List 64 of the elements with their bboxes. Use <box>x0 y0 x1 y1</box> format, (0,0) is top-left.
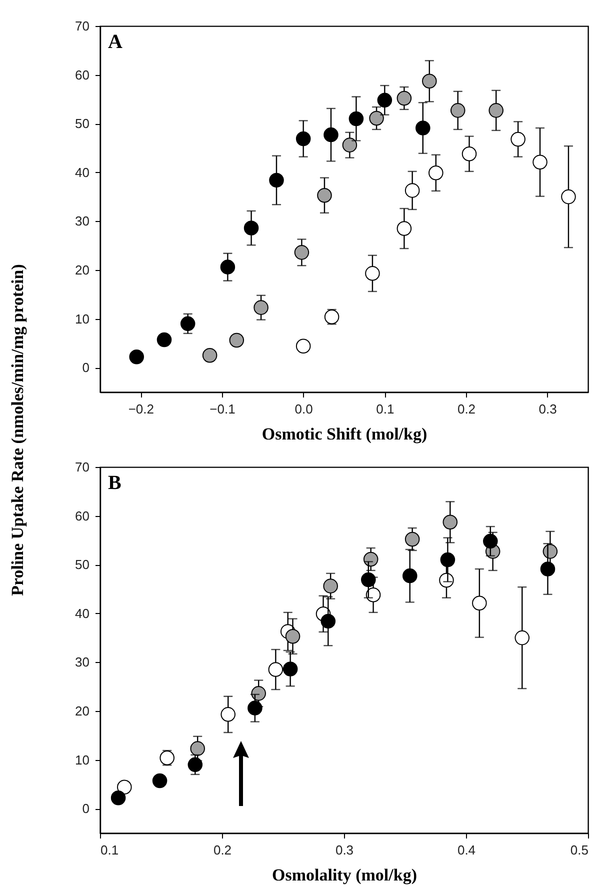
point <box>254 300 268 315</box>
y-tick-label: 20 <box>75 262 90 278</box>
point <box>369 110 384 126</box>
point <box>532 154 548 170</box>
x-tick-label: 0.2 <box>213 842 232 858</box>
y-tick-label: 40 <box>75 606 90 621</box>
point <box>220 260 236 274</box>
x-axis-title: Osmolality (mol/kg) <box>272 866 417 884</box>
y-tick-label: 40 <box>75 164 90 180</box>
point <box>348 111 364 126</box>
y-tick-label: 10 <box>75 752 90 768</box>
point <box>324 127 338 142</box>
point <box>561 189 576 204</box>
y-tick-label: 50 <box>75 557 90 572</box>
point <box>396 90 412 106</box>
point <box>396 221 412 236</box>
y-tick-label: 20 <box>75 704 90 718</box>
point <box>488 103 504 118</box>
y-tick-label: 50 <box>75 116 90 132</box>
point <box>229 332 244 348</box>
y-tick-label: 70 <box>75 460 90 474</box>
point <box>296 338 311 354</box>
annotation: B <box>108 472 122 494</box>
annotation: A <box>108 31 123 53</box>
point <box>404 183 420 198</box>
y-tick-label: 10 <box>75 311 90 326</box>
y-tick-label: 30 <box>75 654 90 670</box>
point <box>365 266 380 281</box>
y-tick-label: 70 <box>75 18 90 34</box>
point <box>462 146 477 162</box>
point <box>269 172 284 188</box>
x-tick-label: 0.3 <box>538 402 557 416</box>
point <box>244 220 259 236</box>
point <box>450 103 466 118</box>
point <box>324 309 340 324</box>
point <box>180 316 196 332</box>
point <box>416 120 430 136</box>
x-tick-label: 0.5 <box>570 842 588 858</box>
point <box>156 332 172 348</box>
point <box>317 188 332 203</box>
point <box>202 348 218 363</box>
x-tick-label: 0.0 <box>294 402 313 416</box>
x-tick-label: 0.2 <box>457 402 476 416</box>
x-tick-label: 0.1 <box>100 842 119 858</box>
y-tick-label: 30 <box>75 214 90 229</box>
point <box>129 349 144 364</box>
point <box>428 166 444 180</box>
x-tick-label: 0.3 <box>335 842 354 858</box>
point <box>294 245 310 260</box>
y-tick-label: 0 <box>82 801 90 816</box>
y-axis-title: Proline Uptake Rate (nmoles/min/mg protein) <box>8 264 28 596</box>
x-tick-label: 0.4 <box>457 842 476 858</box>
point <box>296 131 311 146</box>
point <box>377 92 392 108</box>
y-tick-label: 60 <box>75 67 90 82</box>
x-tick-label: −0.1 <box>210 402 236 416</box>
x-axis-title: Osmotic Shift (mol/kg) <box>262 424 428 444</box>
point <box>342 138 358 152</box>
point <box>510 132 526 147</box>
y-tick-label: 0 <box>82 360 90 376</box>
point <box>422 74 437 89</box>
y-tick-label: 60 <box>75 508 90 524</box>
x-tick-label: 0.1 <box>376 402 394 416</box>
x-tick-label: −0.2 <box>128 402 154 416</box>
